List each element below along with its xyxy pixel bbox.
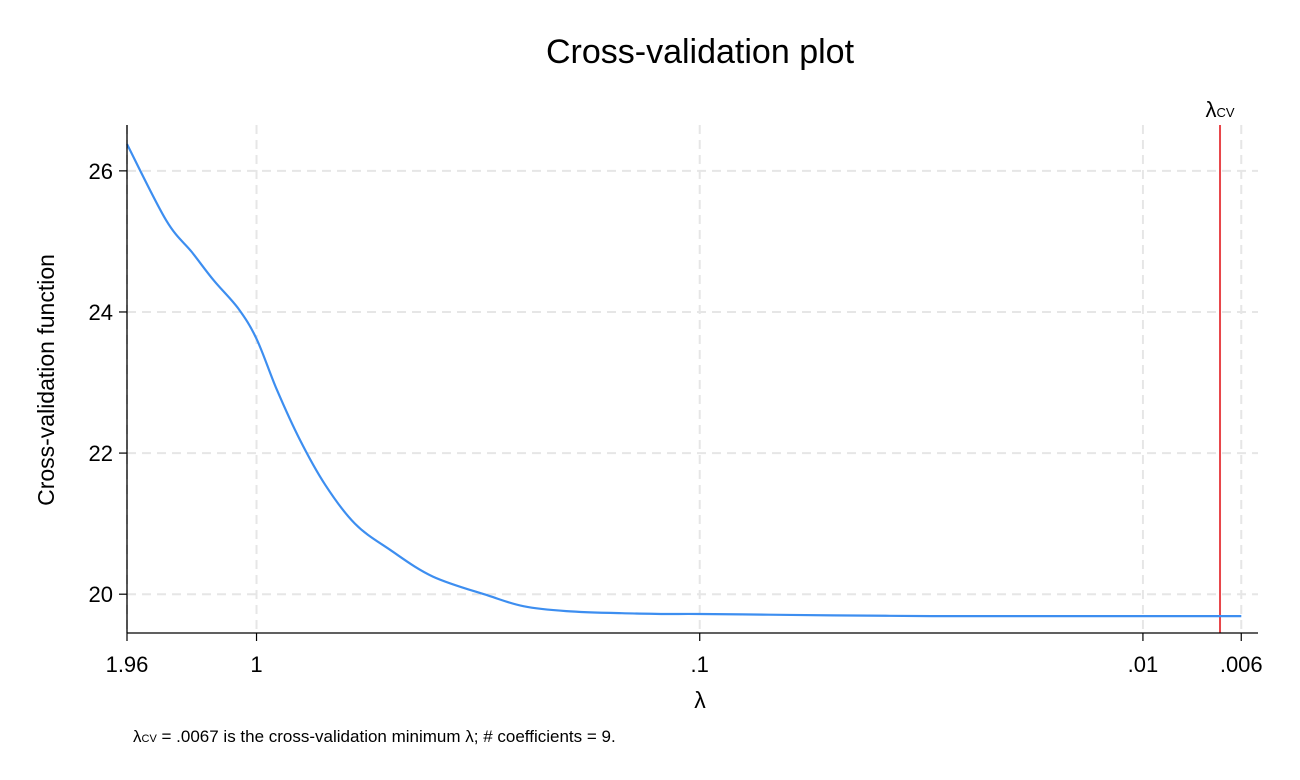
x-tick-label: .01 xyxy=(1128,652,1159,677)
y-tick-label: 22 xyxy=(89,441,113,466)
series-group xyxy=(126,143,1242,618)
lambda-cv-label-main: λ xyxy=(1205,97,1216,122)
y-axis-title: Cross-validation function xyxy=(33,254,59,506)
cv-series-line xyxy=(126,143,1242,618)
lambda-cv-label-sub: CV xyxy=(1216,105,1234,120)
lambda-cv-label: λCV xyxy=(1205,97,1234,122)
tick-labels: 20 22 24 26 1.96 1 .1 .01 .006 xyxy=(89,159,1263,677)
footnote: λCV = .0067 is the cross-validation mini… xyxy=(133,727,616,746)
y-tick-label: 20 xyxy=(89,582,113,607)
y-tick-label: 24 xyxy=(89,300,113,325)
footnote-lambda-sub: CV xyxy=(142,733,158,745)
axes xyxy=(119,125,1258,641)
x-tick-label: 1.96 xyxy=(106,652,149,677)
x-tick-label: 1 xyxy=(250,652,262,677)
reference-line-group: λCV xyxy=(1205,97,1235,633)
chart-title: Cross-validation plot xyxy=(546,33,855,71)
x-tick-label: .1 xyxy=(691,652,709,677)
footnote-lambda: λ xyxy=(133,727,142,746)
x-axis-title: λ xyxy=(694,687,706,713)
x-tick-label: .006 xyxy=(1220,652,1263,677)
y-tick-label: 26 xyxy=(89,159,113,184)
footnote-text: = .0067 is the cross-validation minimum … xyxy=(157,727,616,746)
